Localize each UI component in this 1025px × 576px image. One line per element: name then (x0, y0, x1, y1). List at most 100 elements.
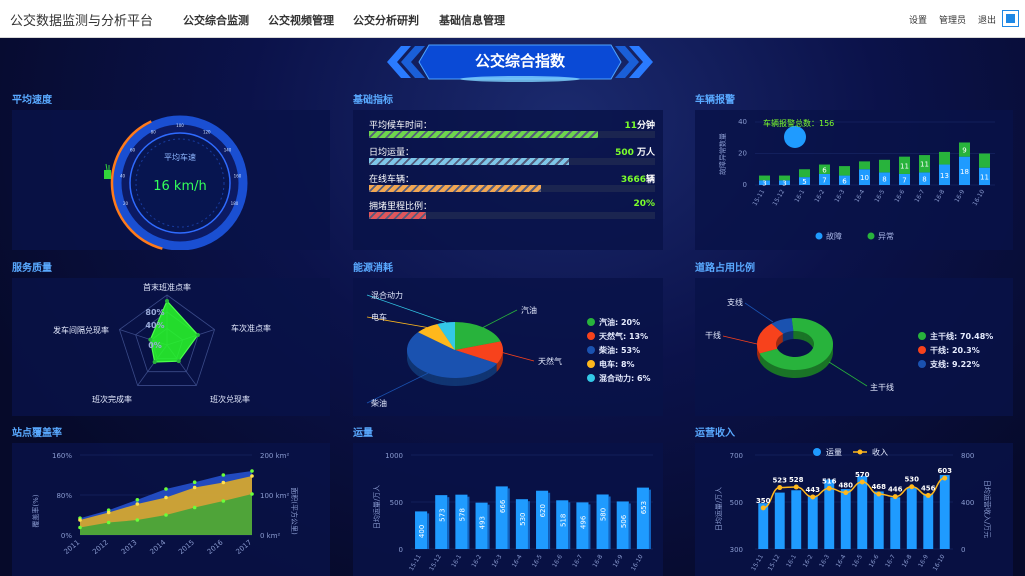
settings-link[interactable]: 设置 (909, 16, 928, 26)
x-tick-label: 16-10 (932, 553, 947, 572)
revenue-point (909, 484, 915, 490)
alarm-bar-abnormal (759, 175, 770, 181)
alarm-bar-fault (959, 156, 970, 185)
revenue-bar (873, 491, 884, 549)
volume-bar-side (487, 504, 490, 549)
alarm-bar-abnormal (919, 155, 930, 173)
volume-value-label: 580 (600, 508, 608, 521)
volume-value-label: 518 (559, 514, 567, 527)
revenue-value-label: 480 (838, 482, 853, 490)
nav-item-basic-info[interactable]: 基础信息管理 (439, 14, 505, 27)
volume-value-label: 653 (640, 501, 648, 514)
indicator-number: 3666 (620, 175, 646, 185)
alarm-value-label: 11 (900, 162, 909, 170)
basic-indicators-panel: 平均候车时间： 11分钟 日均运量： 500 万人 在线车辆： 3666辆 拥堵里程比例： 2… (353, 110, 663, 250)
volume-bar-side (507, 488, 510, 549)
alarm-bar-abnormal (979, 153, 990, 168)
revenue-value-label: 528 (789, 476, 804, 484)
x-tick-label: 2011 (62, 538, 81, 556)
basic-indicators-title: 基础指标 (353, 95, 393, 106)
alarm-value-label: 8 (922, 176, 926, 184)
revenue-bar (807, 496, 818, 549)
y-left-tick: 0% (61, 532, 72, 540)
vehicle-alarm-chart: 02040故障异常数量315-11315-12516-17616-2616-31… (718, 118, 995, 241)
x-tick-label: 16-2 (802, 553, 815, 568)
volume-bar (415, 511, 428, 549)
alarm-value-label: 11 (980, 173, 989, 181)
nav-item-analysis[interactable]: 公交分析研判 (353, 14, 419, 27)
pie-slice-天然气 (455, 341, 503, 364)
area-point (164, 487, 168, 491)
indicator-value: 11分钟 (624, 118, 655, 131)
revenue-bar (791, 490, 802, 549)
alarm-value-label: 7 (902, 176, 906, 184)
legend-dot-abnormal (867, 232, 875, 240)
x-tick-label: 15-11 (751, 188, 766, 207)
y-tick-label: 20 (738, 150, 747, 158)
x-tick-label: 15-11 (750, 553, 765, 572)
area-point (221, 480, 226, 485)
volume-bar (636, 487, 649, 549)
top-navigation-bar: 公交数据监测与分析平台 公交综合监测 公交视频管理 公交分析研判 基础信息管理 … (0, 0, 1025, 38)
area-point (250, 474, 254, 478)
revenue-bar (857, 476, 868, 549)
volume-value-label: 400 (418, 525, 426, 538)
indicator-label: 日均运量： (369, 148, 415, 158)
alarm-bar-fault (839, 175, 850, 185)
indicator-number: 11 (624, 121, 637, 131)
nav-item-video-management[interactable]: 公交视频管理 (268, 14, 334, 27)
revenue-bar (906, 487, 917, 549)
y-axis-label: 故障异常数量 (718, 133, 727, 175)
legend-abnormal: 异常 (878, 232, 894, 241)
radar-axis-label: 班次兑现率 (210, 394, 250, 404)
x-tick-label: 2014 (148, 538, 167, 556)
radar-area (149, 299, 199, 363)
revenue-value-label: 350 (756, 497, 771, 505)
coverage-area-chart: 0% 0 km² 80% 100 km² 160% 200 km² 覆盖率(%) 面积(平方公… (31, 452, 299, 556)
alarm-bar-abnormal (899, 156, 910, 174)
pie-slice-主干线 (759, 318, 833, 370)
revenue-bar (824, 479, 835, 549)
volume-bar (475, 502, 488, 549)
area-point (135, 498, 140, 502)
energy-title: 能源消耗 (353, 263, 393, 274)
revenue-bar (890, 497, 901, 549)
x-tick-label: 16-5 (851, 553, 864, 568)
y-left-tick: 160% (52, 452, 72, 460)
pie-slice-支线 (771, 318, 794, 334)
y2-tick-label: 800 (961, 452, 974, 460)
indicator-label: 在线车辆： (369, 175, 415, 185)
y-right-tick: 100 km² (260, 492, 289, 500)
indicator-value: 20% (633, 199, 655, 209)
revenue-bar (939, 474, 950, 549)
x-tick-label: 15-12 (771, 188, 786, 207)
logout-link[interactable]: 退出 (978, 16, 997, 26)
area-point (192, 480, 197, 484)
volume-value-label: 573 (438, 508, 446, 521)
alarm-bar-fault (799, 177, 810, 185)
user-name[interactable]: 管理员 (939, 16, 967, 26)
pie-slice-label: 天然气 (538, 356, 562, 366)
indicator-value: 500 万人 (615, 145, 655, 158)
revenue-point (793, 484, 799, 490)
pie-slice-混合动力 (437, 322, 455, 350)
area-point (221, 499, 226, 503)
volume-bar (556, 500, 569, 549)
y-axis-label: 日均运量/万人 (372, 485, 381, 529)
x-tick-label: 16-6 (893, 188, 906, 203)
revenue-point (810, 494, 816, 500)
gauge-value: 16 km/h (153, 179, 207, 194)
service-panel: 0% 40% 80% 首末班准点率 车次准点率 班次兑现率 班次完成率 发车间隔兑现率 (12, 278, 330, 416)
legend-label: 电车: 8% (599, 359, 635, 369)
revenue-point (942, 475, 948, 481)
x-tick-label: 16-2 (813, 188, 826, 203)
revenue-point (892, 494, 898, 500)
volume-value-label: 530 (519, 512, 527, 525)
y2-axis-label: 日均运营收入/万元 (983, 480, 992, 538)
energy-panel: 汽油 天然气 柴油 电车 混合动力 汽油: 20% 天然气: 13% 柴油: 53% 电车: 8… (353, 278, 663, 416)
fullscreen-icon[interactable] (1002, 10, 1019, 27)
nav-item-comprehensive-monitoring[interactable]: 公交综合监测 (183, 14, 249, 27)
